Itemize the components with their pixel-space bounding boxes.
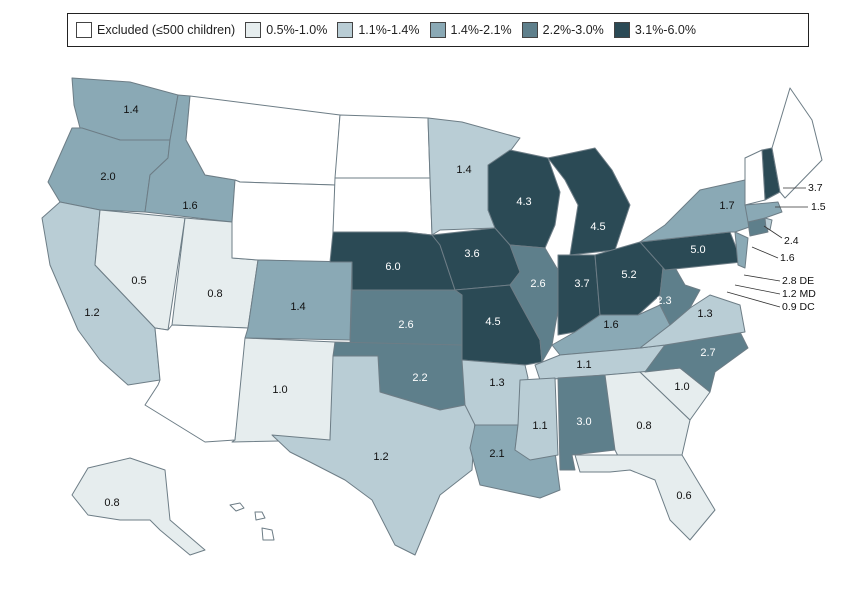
state-value-la: 2.1 <box>489 448 504 460</box>
legend-item-bin-2: 1.1%-1.4% <box>337 22 420 38</box>
state-value-wa: 1.4 <box>123 104 138 116</box>
state-ny <box>639 179 756 243</box>
legend-label: 2.2%-3.0% <box>542 23 604 37</box>
state-value-ia: 3.6 <box>464 248 479 260</box>
state-value-nm: 1.0 <box>272 384 287 396</box>
legend-label: 1.4%-2.1% <box>450 23 512 37</box>
state-value-tx: 1.2 <box>373 451 388 463</box>
state-value-ca: 1.2 <box>84 307 99 319</box>
callout-de: 2.8 DE <box>782 275 814 287</box>
legend-item-bin-5: 3.1%-6.0% <box>613 22 696 38</box>
state-value-mi: 4.5 <box>590 221 605 233</box>
state-az <box>144 324 249 443</box>
state-value-co: 1.4 <box>290 301 305 313</box>
state-ks <box>349 289 463 346</box>
state-value-wv: 2.3 <box>656 295 671 307</box>
state-wi <box>487 149 561 249</box>
callout-line-dc <box>726 291 781 308</box>
state-value-mn: 1.4 <box>456 164 471 176</box>
state-value-va: 1.3 <box>697 308 712 320</box>
state-value-ne: 6.0 <box>385 261 400 273</box>
legend-item-excluded: Excluded (≤500 children) <box>76 22 235 38</box>
callout-dc: 0.9 DC <box>782 301 815 313</box>
state-fl <box>574 454 716 541</box>
labels-layer: 1.4 2.0 1.6 1.2 0.5 0.8 1.4 1.0 6.0 2.6 2.2 1.2 1.4 3… <box>84 104 825 509</box>
legend-label: 1.1%-1.4% <box>358 23 420 37</box>
legend-item-bin-1: 0.5%-1.0% <box>245 22 327 38</box>
callout-line-md <box>734 284 781 295</box>
state-ri <box>764 217 773 231</box>
legend-item-bin-3: 1.4%-2.1% <box>429 22 512 38</box>
legend-label: 0.5%-1.0% <box>266 23 328 37</box>
legend: Excluded (≤500 children) 0.5%-1.0% 1.1%-… <box>67 13 809 47</box>
callout-md: 1.2 MD <box>782 288 816 300</box>
state-value-ky: 1.6 <box>603 319 618 331</box>
state-value-il: 2.6 <box>530 278 545 290</box>
state-hi <box>229 502 275 541</box>
legend-swatch <box>429 22 446 38</box>
state-value-nh: 3.7 <box>808 182 823 194</box>
legend-label: 3.1%-6.0% <box>634 23 696 37</box>
state-value-al: 3.0 <box>576 416 591 428</box>
state-value-nc: 2.7 <box>700 347 715 359</box>
state-ak <box>71 457 206 556</box>
state-value-sc: 1.0 <box>674 381 689 393</box>
state-ms <box>514 377 559 461</box>
legend-swatch <box>613 22 630 38</box>
state-value-in: 3.7 <box>574 278 589 290</box>
state-value-tn: 1.1 <box>576 359 591 371</box>
state-nj <box>734 231 749 269</box>
legend-label: Excluded (≤500 children) <box>97 23 236 37</box>
state-value-nj: 1.6 <box>780 252 795 264</box>
state-value-or: 2.0 <box>100 171 115 183</box>
state-nd <box>334 114 431 179</box>
callouts-layer: 2.8 DE 1.2 MD 0.9 DC <box>726 187 816 313</box>
state-me <box>771 87 823 199</box>
callout-line-de <box>743 274 781 282</box>
legend-swatch <box>245 22 262 38</box>
state-value-ks: 2.6 <box>398 319 413 331</box>
state-value-ma: 1.5 <box>811 201 826 213</box>
state-value-id: 1.6 <box>182 200 197 212</box>
state-value-wi: 4.3 <box>516 196 531 208</box>
state-value-ok: 2.2 <box>412 372 427 384</box>
state-value-pa: 5.0 <box>690 244 705 256</box>
state-vt <box>744 149 766 206</box>
state-mt <box>185 95 341 186</box>
state-value-ct: 2.4 <box>784 235 799 247</box>
callout-line-ct <box>763 225 783 239</box>
legend-swatch <box>76 22 92 38</box>
states-layer <box>41 77 823 556</box>
state-value-ny: 1.7 <box>719 200 734 212</box>
state-tx <box>271 355 476 556</box>
state-value-ga: 0.8 <box>636 420 651 432</box>
state-value-nv: 0.5 <box>131 275 146 287</box>
state-mi <box>547 147 631 256</box>
state-value-ar: 1.3 <box>489 377 504 389</box>
callout-line-nj <box>751 246 779 259</box>
state-wy <box>231 179 336 263</box>
state-value-fl: 0.6 <box>676 490 691 502</box>
state-value-ut: 0.8 <box>207 288 222 300</box>
state-ma <box>744 201 783 223</box>
state-value-ak: 0.8 <box>104 497 119 509</box>
state-value-mo: 4.5 <box>485 316 500 328</box>
state-value-ms: 1.1 <box>532 420 547 432</box>
legend-swatch <box>521 22 538 38</box>
state-value-oh: 5.2 <box>621 269 636 281</box>
state-sd <box>332 177 433 236</box>
legend-swatch <box>337 22 354 38</box>
legend-item-bin-4: 2.2%-3.0% <box>521 22 604 38</box>
